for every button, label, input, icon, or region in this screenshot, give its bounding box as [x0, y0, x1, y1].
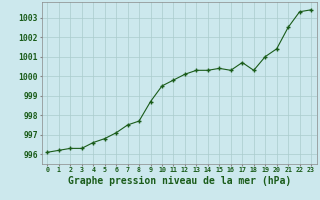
X-axis label: Graphe pression niveau de la mer (hPa): Graphe pression niveau de la mer (hPa) [68, 176, 291, 186]
